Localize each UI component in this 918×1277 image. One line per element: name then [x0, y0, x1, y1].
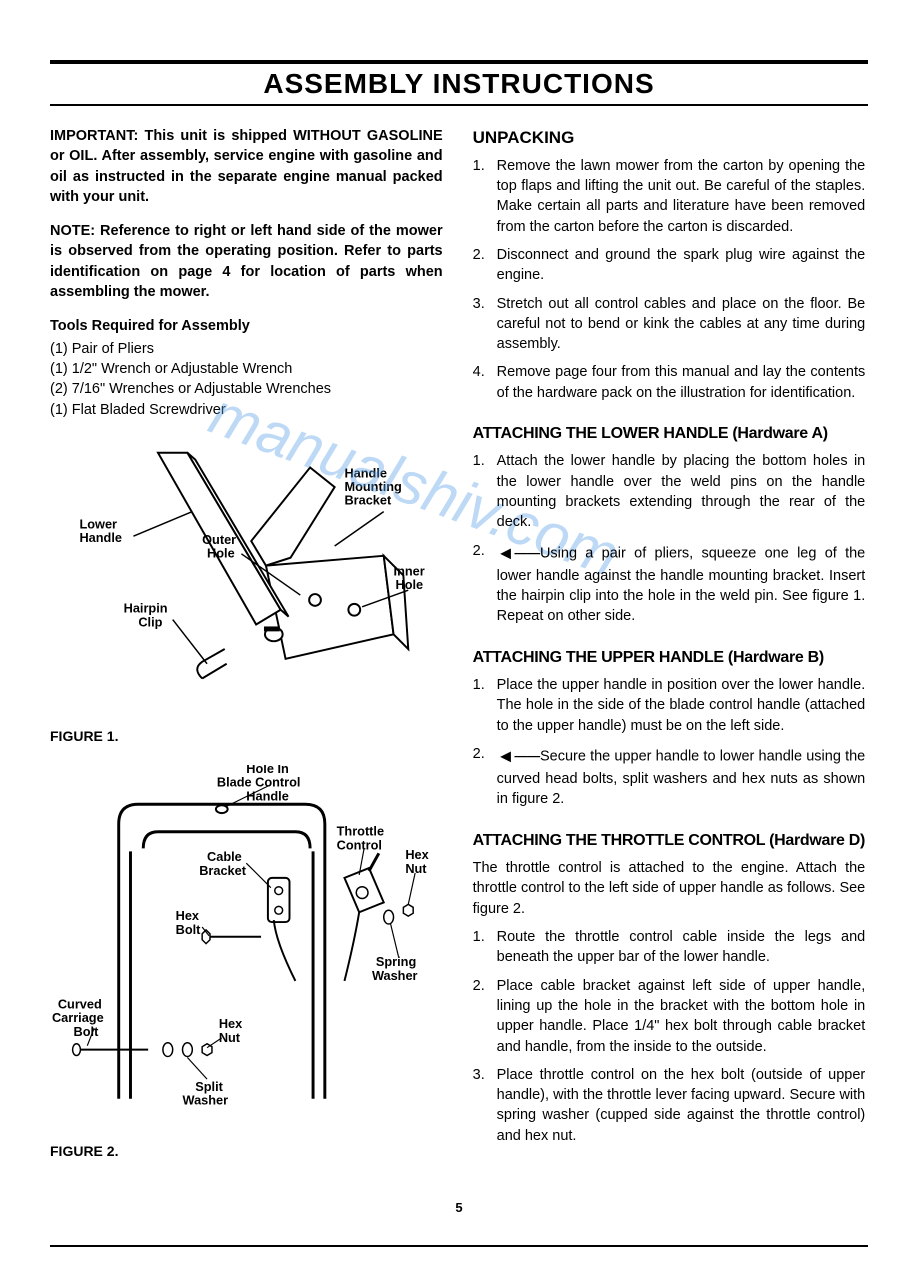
svg-text:Handle: Handle — [344, 465, 387, 480]
svg-text:Hole: Hole — [207, 546, 235, 561]
upper-handle-heading: ATTACHING THE UPPER HANDLE (Hardware B) — [473, 647, 866, 669]
list-item: Disconnect and ground the spark plug wir… — [491, 245, 866, 286]
tool-item: (1) 1/2" Wrench or Adjustable Wrench — [50, 359, 443, 379]
left-column: IMPORTANT: This unit is shipped WITHOUT … — [50, 126, 443, 1180]
svg-text:Split: Split — [195, 1078, 223, 1093]
figure-1-caption: FIGURE 1. — [50, 727, 443, 747]
svg-text:Washer: Washer — [372, 968, 418, 983]
footer-rule — [50, 1245, 868, 1247]
list-item: Route the throttle control cable inside … — [491, 927, 866, 968]
svg-text:Hole: Hole — [396, 577, 424, 592]
throttle-intro: The throttle control is attached to the … — [473, 858, 866, 919]
figure-2-diagram: Hole InBlade ControlHandle CableBracket … — [50, 765, 443, 1134]
svg-text:Carriage: Carriage — [52, 1010, 104, 1025]
arrow-icon: ◄── — [497, 543, 540, 563]
unpacking-heading: UNPACKING — [473, 126, 866, 150]
list-item: Attach the lower handle by placing the b… — [491, 451, 866, 532]
svg-text:Handle: Handle — [79, 530, 122, 545]
svg-text:Bolt: Bolt — [74, 1023, 100, 1038]
list-item: Place the upper handle in position over … — [491, 675, 866, 736]
right-column: UNPACKING Remove the lawn mower from the… — [473, 126, 866, 1180]
svg-text:Spring: Spring — [376, 954, 416, 969]
svg-text:Control: Control — [337, 837, 382, 852]
svg-text:Inner: Inner — [394, 563, 425, 578]
list-item: Stretch out all control cables and place… — [491, 294, 866, 355]
svg-text:Curved: Curved — [58, 996, 102, 1011]
svg-text:Hex: Hex — [219, 1016, 242, 1031]
important-notice: IMPORTANT: This unit is shipped WITHOUT … — [50, 126, 443, 207]
tool-item: (1) Flat Bladed Screwdriver — [50, 400, 443, 420]
list-item: ◄──Using a pair of pliers, squeeze one l… — [491, 541, 866, 627]
svg-text:Hex: Hex — [176, 908, 199, 923]
two-column-layout: IMPORTANT: This unit is shipped WITHOUT … — [50, 126, 868, 1180]
svg-text:Washer: Washer — [183, 1092, 229, 1107]
lower-handle-list: Attach the lower handle by placing the b… — [473, 451, 866, 626]
svg-text:Hairpin: Hairpin — [124, 601, 168, 616]
upper-handle-list: Place the upper handle in position over … — [473, 675, 866, 810]
svg-text:Handle: Handle — [246, 788, 289, 803]
list-item: Remove the lawn mower from the carton by… — [491, 156, 866, 237]
svg-text:Blade Control: Blade Control — [217, 774, 301, 789]
figure-2-caption: FIGURE 2. — [50, 1142, 443, 1162]
list-item: Remove page four from this manual and la… — [491, 362, 866, 403]
throttle-list: Route the throttle control cable inside … — [473, 927, 866, 1146]
list-item: Place throttle control on the hex bolt (… — [491, 1065, 866, 1146]
throttle-heading: ATTACHING THE THROTTLE CONTROL (Hardware… — [473, 830, 866, 852]
svg-text:Outer: Outer — [202, 532, 236, 547]
svg-text:Bracket: Bracket — [199, 863, 247, 878]
svg-text:Nut: Nut — [405, 861, 427, 876]
arrow-icon: ◄── — [497, 746, 540, 766]
list-item: Place cable bracket against left side of… — [491, 976, 866, 1057]
list-item: ◄──Secure the upper handle to lower hand… — [491, 744, 866, 810]
svg-text:Hex: Hex — [405, 847, 428, 862]
svg-text:Throttle: Throttle — [337, 823, 384, 838]
svg-text:Cable: Cable — [207, 849, 242, 864]
page-number: 5 — [50, 1200, 868, 1215]
tool-item: (2) 7/16" Wrenches or Adjustable Wrenche… — [50, 379, 443, 399]
svg-text:Clip: Clip — [138, 614, 162, 629]
tool-item: (1) Pair of Pliers — [50, 339, 443, 359]
svg-text:Mounting: Mounting — [344, 479, 401, 494]
note-text: NOTE: Reference to right or left hand si… — [50, 221, 443, 302]
figure-1-diagram: LowerHandle OuterHole HandleMountingBrac… — [50, 438, 443, 719]
lower-handle-heading: ATTACHING THE LOWER HANDLE (Hardware A) — [473, 423, 866, 445]
page-title: ASSEMBLY INSTRUCTIONS — [50, 60, 868, 106]
tools-heading: Tools Required for Assembly — [50, 316, 443, 336]
svg-text:Bracket: Bracket — [344, 493, 392, 508]
tools-list: (1) Pair of Pliers (1) 1/2" Wrench or Ad… — [50, 339, 443, 420]
svg-text:Lower: Lower — [79, 516, 117, 531]
unpacking-list: Remove the lawn mower from the carton by… — [473, 156, 866, 403]
svg-text:Bolt: Bolt — [176, 921, 202, 936]
svg-text:Nut: Nut — [219, 1029, 241, 1044]
